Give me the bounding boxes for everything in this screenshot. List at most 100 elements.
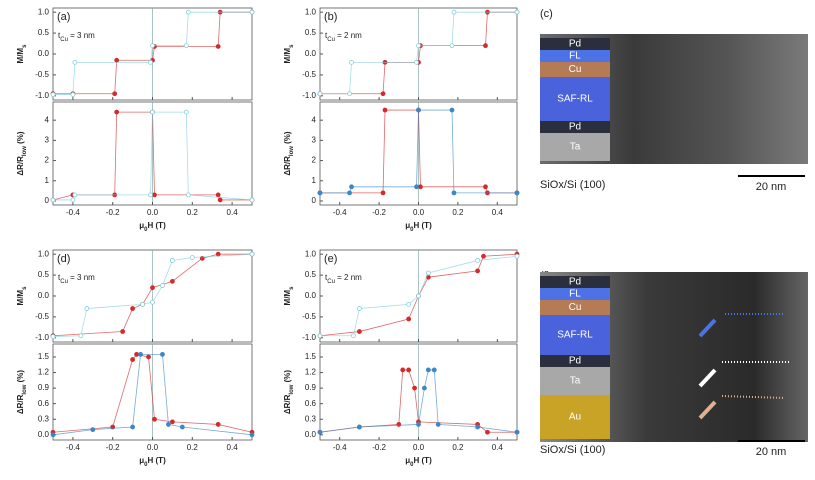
y-tick-label: 1.5 bbox=[305, 352, 317, 361]
data-point bbox=[451, 9, 457, 15]
data-point bbox=[120, 329, 126, 334]
x-tick-label: -0.2 bbox=[372, 208, 386, 217]
layer bbox=[540, 276, 610, 288]
data-point bbox=[431, 367, 437, 373]
data-point bbox=[435, 422, 441, 427]
x-tick-label: -0.4 bbox=[333, 443, 347, 452]
data-point bbox=[400, 367, 406, 373]
data-point bbox=[72, 192, 78, 198]
y-tick-label: 1.2 bbox=[38, 368, 50, 377]
layer-label: Pd bbox=[569, 277, 581, 288]
x-tick-label: -0.2 bbox=[106, 443, 120, 452]
x-axis-label-part: 0 bbox=[144, 227, 148, 233]
y-tick-label: 1 bbox=[312, 176, 317, 185]
x-tick-label: -0.4 bbox=[333, 208, 347, 217]
y-tick-label: 0.6 bbox=[305, 399, 317, 408]
panel-label: (b) bbox=[324, 11, 337, 23]
y-tick-label: 0.0 bbox=[38, 291, 50, 300]
layer-label: Ta bbox=[570, 376, 581, 387]
data-point bbox=[70, 197, 76, 203]
data-point bbox=[50, 197, 56, 203]
y-tick-label: 1.0 bbox=[305, 7, 317, 16]
data-point bbox=[148, 192, 153, 198]
annotation-part: Cu bbox=[327, 37, 335, 43]
data-point bbox=[406, 367, 412, 373]
data-point bbox=[380, 190, 386, 196]
y-tick-label: 1 bbox=[45, 176, 50, 185]
y-axis-label-part: M/M bbox=[283, 290, 292, 306]
data-point bbox=[514, 9, 520, 15]
y-axis-label-part: (%) bbox=[16, 370, 25, 385]
data-point bbox=[130, 306, 136, 311]
x-tick-label: -0.4 bbox=[66, 443, 80, 452]
data-point bbox=[150, 109, 155, 115]
layer bbox=[540, 288, 610, 300]
y-tick-label: 0.6 bbox=[38, 399, 50, 408]
data-point bbox=[514, 429, 520, 435]
y-axis-label-part: ΔR/R bbox=[16, 156, 25, 176]
x-axis-label-part: 0 bbox=[410, 227, 414, 233]
data-point bbox=[215, 192, 221, 198]
y-tick-label: 2 bbox=[45, 156, 50, 165]
substrate-label: SiOx/Si (100) bbox=[540, 179, 605, 191]
x-axis-label-part: μ bbox=[139, 221, 144, 230]
y-tick-label: 1.2 bbox=[305, 368, 317, 377]
data-point bbox=[150, 43, 155, 49]
y-tick-label: -1.0 bbox=[35, 91, 49, 100]
y-axis-label: ΔR/Rlow (%) bbox=[16, 131, 27, 176]
annotation-part: Cu bbox=[327, 279, 335, 285]
x-tick-label: -0.2 bbox=[106, 208, 120, 217]
data-point bbox=[130, 357, 136, 362]
layer bbox=[540, 355, 610, 367]
y-tick-label: 0 bbox=[45, 196, 50, 205]
data-point bbox=[414, 59, 419, 65]
data-point bbox=[84, 306, 90, 311]
layer-label: FL bbox=[569, 51, 581, 62]
data-point bbox=[160, 283, 165, 288]
x-tick-label: 0.2 bbox=[187, 208, 199, 217]
y-tick-label: -0.5 bbox=[302, 70, 316, 79]
data-point bbox=[215, 422, 221, 427]
data-point bbox=[70, 92, 76, 97]
annotation: tCu = 2 nm bbox=[325, 273, 362, 284]
data-point bbox=[50, 334, 56, 339]
arrow bbox=[698, 318, 717, 338]
arrow bbox=[698, 368, 717, 388]
x-axis-label-part: μ bbox=[405, 456, 410, 465]
data-point bbox=[475, 424, 481, 430]
data-point bbox=[382, 107, 388, 113]
y-axis-label-part: s bbox=[289, 44, 295, 48]
x-tick-label: 0.2 bbox=[452, 443, 464, 452]
y-tick-label: 0.3 bbox=[38, 414, 50, 423]
data-point bbox=[380, 91, 386, 97]
data-point bbox=[185, 192, 191, 198]
y-tick-label: 1.0 bbox=[38, 249, 50, 258]
data-point bbox=[483, 184, 488, 190]
y-tick-label: 1.0 bbox=[38, 7, 50, 16]
y-axis-label: M/Ms bbox=[16, 44, 27, 64]
data-point bbox=[514, 253, 520, 259]
series-line bbox=[319, 253, 518, 337]
x-tick-label: 0.0 bbox=[147, 208, 159, 217]
data-point bbox=[475, 258, 481, 263]
data-point bbox=[425, 270, 431, 276]
data-point bbox=[183, 109, 189, 115]
substrate-label: SiOx/Si (100) bbox=[540, 444, 605, 456]
x-tick-label: 0.4 bbox=[227, 208, 239, 217]
data-point bbox=[130, 424, 136, 430]
annotation: tCu = 3 nm bbox=[58, 31, 95, 42]
x-axis-label-part: H (T) bbox=[148, 221, 167, 230]
y-axis-label-part: low bbox=[22, 384, 28, 394]
data-point bbox=[485, 429, 490, 435]
annotation-part: t bbox=[325, 31, 328, 40]
layer-label: Au bbox=[569, 412, 581, 423]
x-tick-label: 0.2 bbox=[187, 443, 199, 452]
y-tick-label: 3 bbox=[312, 135, 317, 144]
data-point bbox=[217, 197, 223, 203]
y-axis-label: ΔR/Rlow (%) bbox=[283, 131, 294, 176]
y-tick-label: -1.0 bbox=[302, 91, 316, 100]
data-point bbox=[148, 59, 153, 65]
series-line bbox=[320, 11, 517, 95]
y-tick-label: 0.5 bbox=[305, 28, 317, 37]
y-axis-label-part: low bbox=[289, 146, 295, 156]
